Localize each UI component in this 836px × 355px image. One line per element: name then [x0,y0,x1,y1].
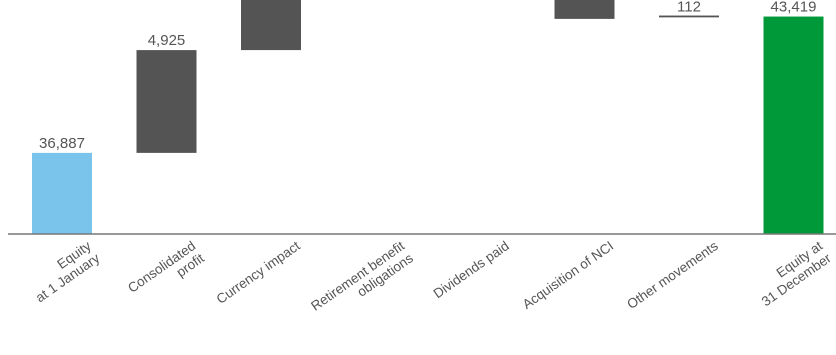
category-label-line: Other movements [624,238,721,312]
bar-consolidated-profit [136,50,197,153]
category-label-other-movements: Other movements [624,238,721,312]
value-label-equity-at-1-january: 36,887 [39,135,85,152]
value-label-equity-at-31-december: 43,419 [771,0,817,16]
category-label-currency-impact: Currency impact [214,238,303,307]
bar-equity-at-1-january [32,152,92,234]
category-label-dividends-paid: Dividends paid [431,238,512,301]
svg-text:Acquisition of NCI: Acquisition of NCI [520,238,616,312]
category-label-consolidated-profit: Consolidatedprofit [125,238,207,308]
bar-currency-impact [241,0,301,51]
bar-other-movements [659,15,719,18]
bar-acquisition-of-nci [554,0,615,19]
svg-text:Other movements: Other movements [624,238,721,312]
svg-text:Equityat 1 January: Equityat 1 January [24,238,102,305]
category-label-line: Currency impact [214,238,303,307]
category-label-acquisition-of-nci: Acquisition of NCI [520,238,616,312]
svg-text:Retirement benefitobligations: Retirement benefitobligations [308,238,416,326]
value-labels-layer: 36,8874,9255,843-954-1,990-1,40411243,41… [39,0,816,152]
bars-layer [32,0,824,235]
category-label-line: Acquisition of NCI [520,238,616,312]
svg-text:Dividends paid: Dividends paid [431,238,512,301]
category-label-retirement-benefit-obligations: Retirement benefitobligations [308,238,416,326]
svg-text:Equity at31 December: Equity at31 December [750,238,834,309]
category-label-line: Dividends paid [431,238,512,301]
category-label-equity-at-31-december: Equity at31 December [750,238,834,309]
category-labels-layer: Equityat 1 January Consolidatedprofit Curr… [24,238,834,326]
svg-text:Currency impact: Currency impact [214,238,303,307]
value-label-consolidated-profit: 4,925 [148,32,186,49]
bar-equity-at-31-december [763,16,824,235]
category-label-equity-at-1-january: Equityat 1 January [24,238,103,305]
value-label-other-movements: 112 [677,0,701,16]
svg-text:Consolidatedprofit: Consolidatedprofit [125,238,207,308]
